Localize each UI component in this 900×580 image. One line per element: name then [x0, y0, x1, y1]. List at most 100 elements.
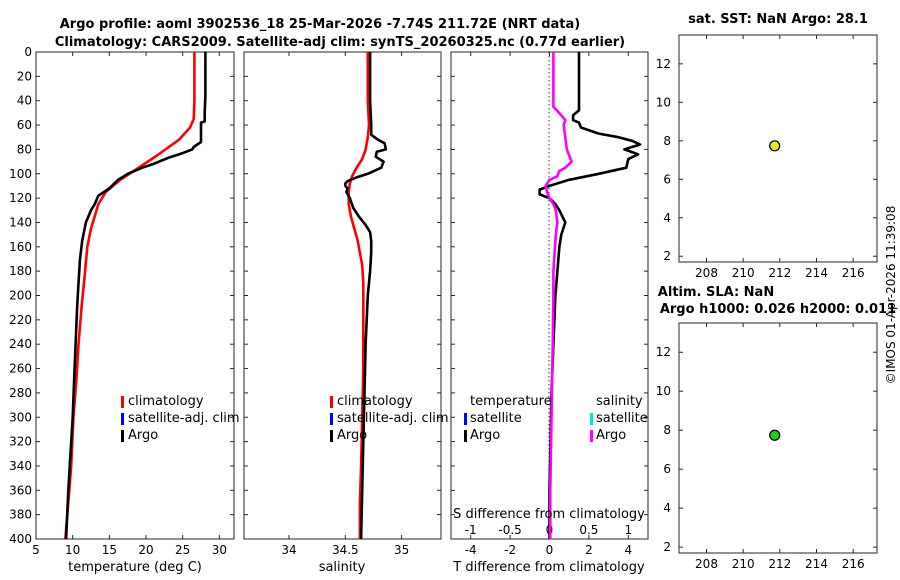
sst-y-tick-label: 8 [663, 134, 671, 148]
difference-legend-swatch-t-satellite [464, 413, 467, 425]
difference-xlabel: T difference from climatology [452, 560, 645, 575]
temperature-depth-tick-label: 0 [24, 45, 32, 59]
sla-x-tick-label: 214 [805, 557, 828, 571]
salinity-legend-swatch-climatology [330, 396, 333, 408]
sla-x-tick-label: 210 [732, 557, 755, 571]
temperature-depth-tick-label: 240 [9, 337, 32, 351]
sla-y-tick-label: 4 [663, 501, 671, 515]
temperature-depth-tick-label: 320 [9, 435, 32, 449]
sla-y-tick-label: 6 [663, 462, 671, 476]
temperature-depth-tick-label: 180 [9, 264, 32, 278]
salinity-xlabel: salinity [319, 560, 366, 575]
temperature-legend-argo: Argo [128, 428, 158, 443]
sst-y-tick-label: 4 [663, 211, 671, 225]
sla-x-tick-label: 208 [695, 557, 718, 571]
temperature-depth-tick-label: 100 [9, 167, 32, 181]
difference-x-tick-label: 4 [624, 543, 632, 557]
temperature-depth-tick-label: 60 [17, 118, 32, 132]
temperature-depth-tick-label: 400 [9, 532, 32, 546]
temperature-x-tick-label: 10 [65, 543, 80, 557]
sla-title-line1: Altim. SLA: NaN [658, 285, 774, 300]
salinity-x-ticks: 34 34.5 35 [281, 52, 409, 557]
salinity-legend-argo: Argo [337, 428, 367, 443]
temperature-legend-swatch-satellite [121, 413, 124, 425]
temperature-x-tick-label: 25 [175, 543, 190, 557]
sst-panel: sat. SST: NaN Argo: 28.1 2 4 6 8 10 12 208 210… [656, 12, 878, 280]
difference-legend-t-argo: Argo [470, 428, 500, 443]
temperature-depth-tick-label: 380 [9, 508, 32, 522]
sla-x-tick-label: 212 [768, 557, 791, 571]
difference-x-tick-label: -4 [465, 543, 477, 557]
temperature-depth-tick-label: 80 [17, 142, 32, 156]
figure-title-line1: Argo profile: aoml 3902536_18 25-Mar-202… [60, 17, 580, 32]
temperature-legend-climatology: climatology [128, 394, 204, 409]
sst-y-tick-label: 6 [663, 172, 671, 186]
temperature-depth-tick-label: 280 [9, 386, 32, 400]
difference-x-ticks: -4 -2 0 2 4 [465, 52, 632, 557]
temperature-depth-tick-label: 260 [9, 362, 32, 376]
difference-legend-salinity: salinity satellite Argo [590, 394, 648, 443]
salinity-line-argo [343, 52, 388, 540]
sst-axes-box [678, 34, 878, 263]
difference-lines [538, 52, 642, 539]
difference-x-tick-label: -2 [504, 543, 516, 557]
sst-title: sat. SST: NaN Argo: 28.1 [688, 12, 868, 27]
temperature-legend-swatch-climatology [121, 396, 124, 408]
sla-y-ticks: 2 4 6 8 10 12 [656, 345, 877, 554]
sst-y-tick-label: 2 [663, 249, 671, 263]
difference-legend-swatch-s-argo [590, 430, 593, 442]
difference-x-tick-label: 0 [546, 543, 554, 557]
sla-points [769, 429, 781, 441]
difference-legend-s-satellite: satellite [596, 411, 648, 426]
temperature-panel: 0 20 40 60 80 100 120 140 160 180 200 220 240 260 280 3… [9, 45, 240, 575]
salinity-legend-swatch-argo [330, 430, 333, 442]
difference-legend-s-argo: Argo [596, 428, 626, 443]
sla-y-tick-label: 8 [663, 423, 671, 437]
temperature-x-tick-label: 20 [138, 543, 153, 557]
salinity-legend-swatch-satellite [330, 413, 333, 425]
salinity-panel: 34 34.5 35 salinity climatology satellite-… [243, 51, 449, 575]
salinity-legend-satellite: satellite-adj. clim [337, 411, 449, 426]
temperature-legend-satellite: satellite-adj. clim [128, 411, 240, 426]
temperature-x-tick-label: 5 [32, 543, 40, 557]
temperature-depth-tick-label: 140 [9, 215, 32, 229]
sla-y-tick-label: 12 [656, 345, 671, 359]
sst-y-tick-label: 10 [656, 95, 671, 109]
difference-depth-ticks [451, 51, 648, 540]
difference-legend-temperature-title: temperature [470, 394, 552, 409]
temperature-line-argo [64, 52, 207, 540]
sla-axes-box [678, 322, 878, 554]
salinity-axes-box [243, 51, 442, 540]
difference-line-s-difference-argo [544, 52, 573, 539]
difference-top-tick-label: 1 [624, 523, 632, 537]
sla-y-tick-label: 2 [663, 540, 671, 554]
salinity-line-climatology [347, 52, 371, 539]
salinity-lines [343, 52, 388, 540]
temperature-x-tick-label: 15 [102, 543, 117, 557]
sla-point [769, 429, 781, 441]
difference-legend-temperature: temperature satellite Argo [464, 394, 552, 443]
difference-x-tick-label: 2 [585, 543, 593, 557]
temperature-legend: climatology satellite-adj. clim Argo [121, 394, 240, 443]
sst-x-tick-label: 212 [768, 266, 791, 280]
difference-legend-swatch-s-satellite [590, 413, 593, 425]
temperature-depth-tick-label: 160 [9, 240, 32, 254]
sla-title-line2: Argo h1000: 0.026 h2000: 0.011 [660, 302, 896, 317]
temperature-lines [64, 52, 207, 540]
sla-panel: Altim. SLA: NaN Argo h1000: 0.026 h2000:… [656, 285, 896, 571]
temperature-depth-tick-label: 360 [9, 483, 32, 497]
salinity-x-tick-label: 34 [281, 543, 296, 557]
temperature-legend-swatch-argo [121, 430, 124, 442]
salinity-x-tick-label: 34.5 [332, 543, 359, 557]
temperature-xlabel: temperature (deg C) [68, 560, 202, 575]
difference-legend-t-satellite: satellite [470, 411, 522, 426]
temperature-depth-tick-label: 200 [9, 289, 32, 303]
sla-x-tick-label: 216 [842, 557, 865, 571]
difference-top-tick-label: -0.5 [498, 523, 521, 537]
sla-y-tick-label: 10 [656, 384, 671, 398]
difference-legend-salinity-title: salinity [596, 394, 643, 409]
temperature-depth-tick-label: 300 [9, 410, 32, 424]
difference-line-t-difference-argo [538, 52, 642, 539]
salinity-legend-climatology: climatology [337, 394, 413, 409]
temperature-line-climatology [64, 52, 196, 540]
